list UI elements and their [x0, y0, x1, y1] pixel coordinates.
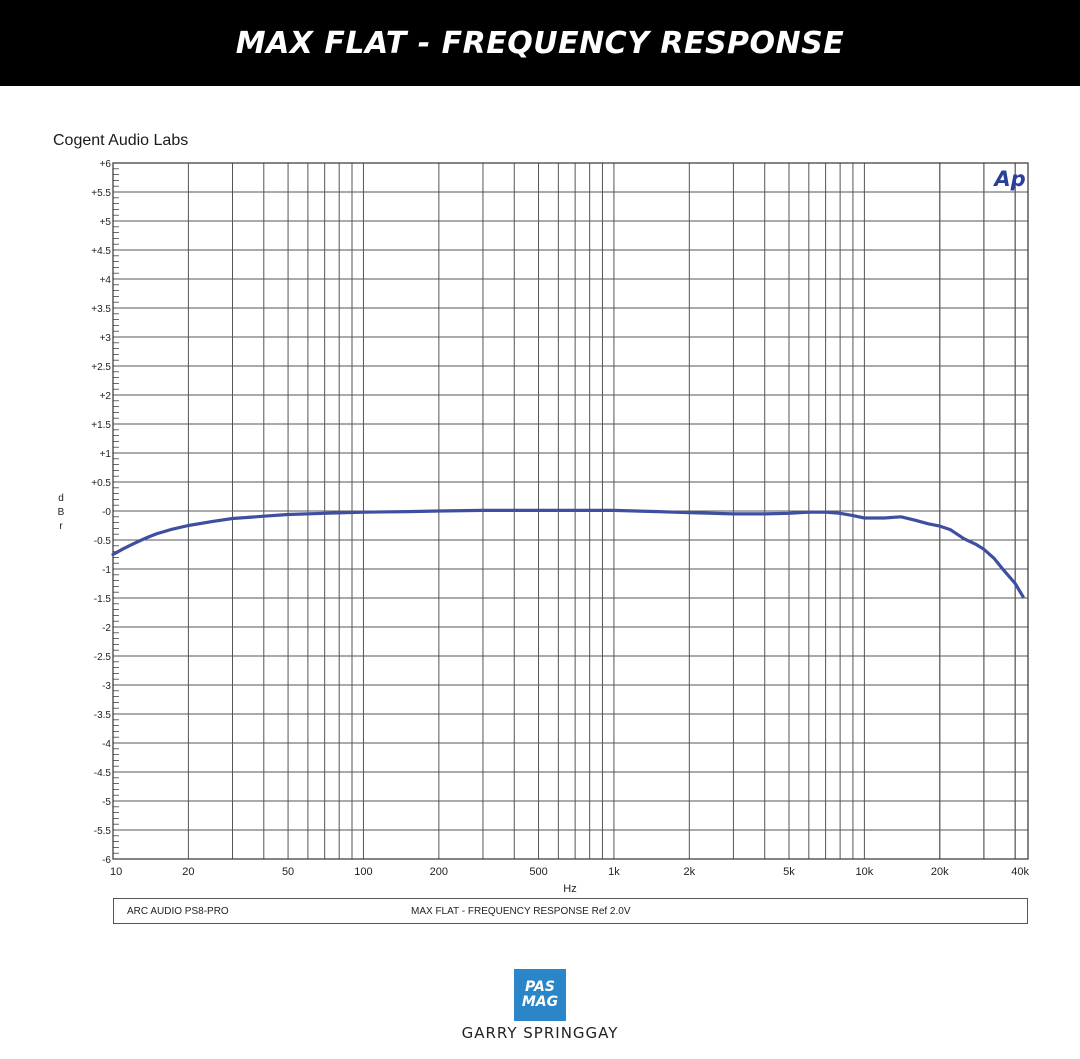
y-tick-label: +5.5 — [91, 188, 111, 199]
legend-box: ARC AUDIO PS8-PRO MAX FLAT - FREQUENCY R… — [113, 898, 1028, 924]
y-tick-label: -1.5 — [94, 594, 112, 605]
y-tick-label: +1 — [100, 449, 112, 460]
y-tick-label: -3 — [102, 681, 111, 692]
response-line — [111, 508, 1025, 599]
frequency-response-chart: +6 +5.5 +5 +4.5 +4 +3.5 +3 +2.5 +2 +1.5 +1 +0.5 -0 -0… — [58, 159, 1030, 895]
x-tick-label: 10 — [110, 866, 122, 878]
author-credit: GARRY SPRINGGAY — [461, 1024, 619, 1042]
y-axis-label: d B r — [58, 493, 65, 532]
y-tick-label: -0.5 — [94, 536, 112, 547]
plot-frame — [112, 162, 1029, 860]
x-tick-label: 1k — [608, 866, 620, 878]
y-tick-label: +0.5 — [91, 478, 111, 489]
y-tick-label: -2.5 — [94, 652, 112, 663]
y-tick-label: +4.5 — [91, 246, 111, 257]
y-tick-label: +1.5 — [91, 420, 111, 431]
banner-title: MAX FLAT - FREQUENCY RESPONSE — [235, 25, 845, 61]
minor-ticks — [113, 168, 119, 854]
x-tick-label: 2k — [684, 866, 696, 878]
x-tick-label: 40k — [1011, 866, 1029, 878]
y-tick-label: +2.5 — [91, 362, 111, 373]
y-tick-label: -1 — [102, 565, 111, 576]
y-tick-label: -4.5 — [94, 768, 112, 779]
x-tick-labels: 10 20 50 100 200 500 1k 2k 5k 10k 20k 40k — [110, 866, 1029, 878]
measurement-label: MAX FLAT - FREQUENCY RESPONSE Ref 2.0V — [411, 906, 631, 917]
y-tick-label: -4 — [102, 739, 111, 750]
x-axis-label: Hz — [563, 883, 576, 895]
y-tick-label: +3.5 — [91, 304, 111, 315]
logo-line-2: MAG — [521, 994, 559, 1010]
y-tick-label: +6 — [100, 159, 112, 170]
y-tick-label: -3.5 — [94, 710, 112, 721]
logo-line-1: PAS — [525, 979, 555, 995]
y-tick-labels: +6 +5.5 +5 +4.5 +4 +3.5 +3 +2.5 +2 +1.5 +1 +0.5 -0 -0… — [91, 159, 111, 866]
x-tick-label: 20 — [182, 866, 194, 878]
title-banner: MAX FLAT - FREQUENCY RESPONSE — [0, 0, 1080, 86]
y-tick-label: -2 — [102, 623, 111, 634]
svg-text:B: B — [58, 507, 65, 518]
x-tick-label: 5k — [783, 866, 795, 878]
y-tick-label: +4 — [100, 275, 112, 286]
y-tick-label: +5 — [100, 217, 112, 228]
ap-logo: Ap — [992, 167, 1025, 191]
x-tick-label: 200 — [430, 866, 448, 878]
y-tick-label: -5 — [102, 797, 111, 808]
x-tick-label: 100 — [354, 866, 372, 878]
pasmag-logo: PAS MAG — [514, 969, 566, 1021]
x-tick-label: 500 — [529, 866, 547, 878]
x-tick-label: 20k — [931, 866, 949, 878]
device-label: ARC AUDIO PS8-PRO — [127, 906, 229, 917]
y-tick-label: -5.5 — [94, 826, 112, 837]
lab-name: Cogent Audio Labs — [53, 132, 189, 149]
y-tick-label: +3 — [100, 333, 112, 344]
y-tick-label: -0 — [102, 507, 111, 518]
y-tick-label: -6 — [102, 855, 111, 866]
x-tick-label: 10k — [856, 866, 874, 878]
y-tick-label: +2 — [100, 391, 112, 402]
svg-text:r: r — [59, 521, 63, 532]
x-tick-label: 50 — [282, 866, 294, 878]
svg-text:d: d — [58, 493, 64, 504]
